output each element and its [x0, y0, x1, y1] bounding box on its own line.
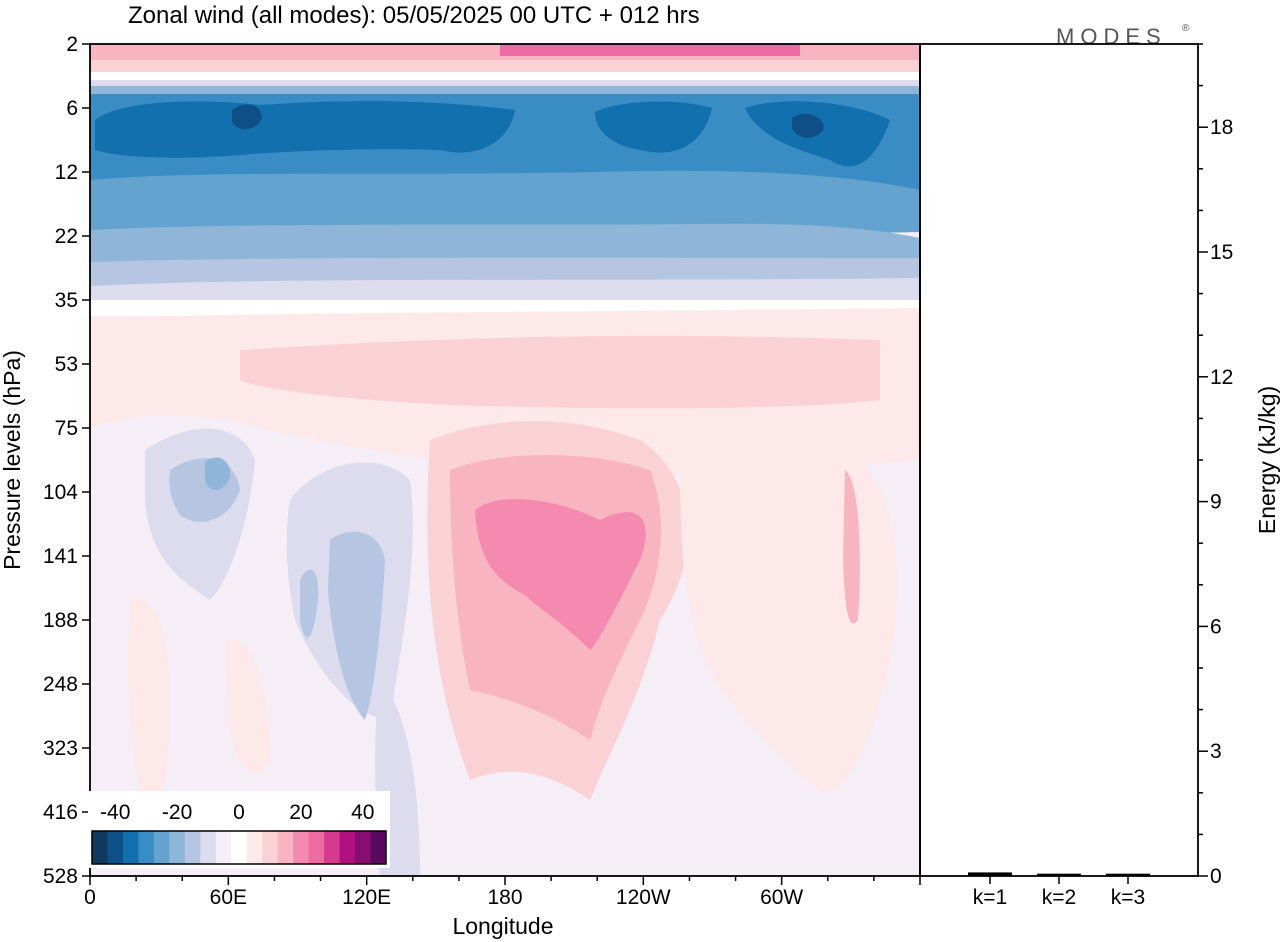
y-tick-label: 188	[43, 609, 78, 632]
energy-category-label: k=2	[1042, 886, 1076, 909]
easterly-core-west	[95, 101, 515, 158]
y-tick-label: 248	[43, 673, 78, 696]
colorbar-frame	[91, 830, 387, 865]
easterly-extreme-1	[232, 104, 262, 130]
colorbar-swatch	[138, 831, 155, 864]
x-tick-label: 0	[84, 886, 96, 909]
y-tick-label: 141	[43, 545, 78, 568]
colorbar-swatch	[277, 831, 294, 864]
x-tick-label: 120W	[616, 886, 671, 909]
energy-tick-label: 3	[1210, 740, 1222, 763]
y-tick-label: 12	[55, 161, 78, 184]
energy-panel-frame	[919, 43, 1199, 877]
negative-central-core	[328, 531, 385, 720]
x-axis: 0 60E 120E 180 120W 60W	[84, 876, 921, 909]
y-tick-label: 528	[43, 865, 78, 888]
band-neg-2	[90, 86, 920, 96]
brand-logo: MODES	[1056, 24, 1167, 49]
colorbar-swatch	[169, 831, 186, 864]
negative-west-core	[205, 457, 231, 491]
easterly-core-middle	[595, 101, 712, 153]
colorbar-swatch	[262, 831, 279, 864]
colorbar-tick-label: 20	[289, 801, 312, 824]
jet-core	[475, 499, 646, 650]
colorbar-swatch	[200, 831, 217, 864]
y-tick-label: 22	[55, 225, 78, 248]
colorbar-swatch	[122, 831, 139, 864]
energy-tick-label: 15	[1210, 241, 1233, 264]
y-tick-label: 6	[66, 97, 78, 120]
colorbar-tick-label: 40	[351, 801, 374, 824]
energy-tick-label: 6	[1210, 615, 1222, 638]
y-tick-label: 2	[66, 33, 78, 56]
y-tick-label: 35	[55, 289, 78, 312]
y-tick-label: 104	[43, 481, 78, 504]
colorbar-swatch	[355, 831, 372, 864]
energy-tick-label: 9	[1210, 491, 1222, 514]
positive-53hPa	[240, 335, 880, 409]
x-tick-label: 60W	[760, 886, 803, 909]
energy-tick-label: 12	[1210, 366, 1233, 389]
energy-tick-label: 0	[1210, 865, 1222, 888]
colorbar-swatch	[184, 831, 201, 864]
y-tick-label: 75	[55, 417, 78, 440]
colorbar-swatch	[293, 831, 310, 864]
energy-bar	[968, 872, 1012, 876]
positive-east	[680, 443, 898, 793]
colorbar-swatch	[246, 831, 263, 864]
band-zero-top	[90, 72, 920, 82]
energy-bar	[1037, 873, 1081, 876]
positive-lower-west2	[225, 638, 270, 775]
band-neg-1	[90, 80, 920, 88]
band-neg-3	[90, 170, 920, 240]
x-tick-label: 60E	[210, 886, 247, 909]
colorbar-swatch	[339, 831, 356, 864]
colorbar-tick-label: 0	[233, 801, 245, 824]
energy-category-label: k=1	[973, 886, 1007, 909]
band-top-light	[90, 60, 920, 74]
brand-mark: ®	[1182, 23, 1190, 34]
colorbar-swatch	[107, 831, 124, 864]
energy-bars: k=1 k=2 k=3	[968, 872, 1150, 909]
colorbar-tick-label: -20	[162, 801, 192, 824]
heatmap-panel	[90, 44, 920, 876]
y-axis: 2 6 12 22 35 53 75 104 141 188 248 323 416 528	[43, 33, 90, 888]
energy-tick-label: 18	[1210, 116, 1233, 139]
y-tick-label: 416	[43, 801, 78, 824]
energy-axis-label: Energy (kJ/kg)	[1254, 386, 1280, 534]
negative-central-patch	[300, 569, 319, 638]
y-axis-label: Pressure levels (hPa)	[0, 350, 25, 570]
y-tick-label: 53	[55, 353, 78, 376]
x-tick-label: 180	[487, 886, 522, 909]
energy-bar	[1106, 873, 1150, 876]
x-tick-label: 120E	[342, 886, 391, 909]
colorbar-swatch	[324, 831, 341, 864]
colorbar-swatch	[92, 831, 108, 864]
band-neg-4	[90, 223, 920, 268]
band-top-max	[500, 44, 800, 56]
energy-category-label: k=3	[1111, 886, 1145, 909]
colorbar-swatch	[153, 831, 170, 864]
chart-title: Zonal wind (all modes): 05/05/2025 00 UT…	[128, 2, 700, 29]
colorbar-swatch	[370, 831, 387, 864]
colorbar-swatch	[215, 831, 232, 864]
y-tick-label: 323	[43, 737, 78, 760]
positive-lower-west	[128, 598, 170, 812]
positive-east-core	[843, 470, 860, 624]
colorbar: -40 -20 0 20 40	[88, 791, 390, 868]
colorbar-tick-label: -40	[100, 801, 130, 824]
x-axis-label: Longitude	[452, 913, 553, 939]
energy-axis: 0 3 6 9 12 15 18	[1198, 43, 1233, 888]
colorbar-swatch	[231, 831, 248, 864]
easterly-extreme-2	[792, 113, 824, 138]
colorbar-swatch	[308, 831, 325, 864]
